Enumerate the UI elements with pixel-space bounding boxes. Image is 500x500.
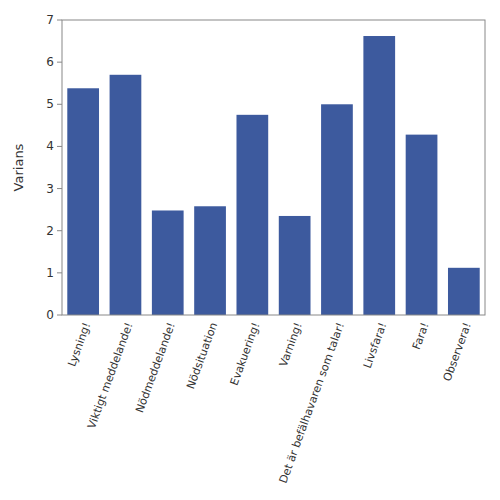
x-tick-label: Livsfara!	[361, 321, 390, 370]
bar: Varning!: 2.35	[279, 216, 311, 315]
bar: Livsfara!: 6.62	[363, 36, 395, 315]
y-tick-label: 3	[46, 182, 54, 196]
x-tick-label: Evakuering!	[228, 321, 263, 387]
x-tick-label: Lysning!	[65, 321, 93, 368]
bar: Det är befälhavaren som talar!: 5	[321, 104, 353, 315]
x-tick-label: Fara!	[410, 321, 432, 352]
y-tick	[57, 20, 62, 21]
y-tick	[57, 272, 62, 273]
y-tick-label: 6	[46, 55, 54, 69]
y-tick-label: 5	[46, 97, 54, 111]
bar: Observera!: 1.12	[448, 268, 480, 315]
y-tick	[57, 62, 62, 63]
chart-container: Lysning!: 5.38 Viktigt meddelande!: 5.7 Nö…	[0, 0, 500, 500]
x-tick-label: Nödsituation	[184, 321, 220, 391]
x-tick-label: Det är befälhavaren som talar!	[277, 321, 347, 485]
y-tick-label: 2	[46, 224, 54, 238]
y-tick	[57, 146, 62, 147]
x-tick-label: Observera!	[441, 321, 474, 383]
y-tick-label: 4	[46, 139, 54, 153]
plot-background	[62, 20, 485, 315]
x-axis: Lysning!Viktigt meddelande!Nödmeddelande…	[65, 321, 474, 485]
x-tick-label: Nödmeddelande!	[133, 321, 178, 415]
x-tick-label: Varning!	[277, 321, 305, 369]
y-tick	[57, 315, 62, 316]
bar: Nödmeddelande!: 2.48	[152, 210, 184, 315]
y-axis-label: Varians	[11, 143, 26, 191]
bar: Fara!: 4.28	[406, 135, 438, 315]
plot-frame	[62, 20, 485, 315]
bars: Lysning!: 5.38 Viktigt meddelande!: 5.7 Nö…	[67, 36, 479, 315]
x-tick-label: Viktigt meddelande!	[85, 321, 136, 431]
y-tick	[57, 188, 62, 189]
bar: Evakuering!: 4.75	[236, 115, 268, 315]
bar: Nödsituation: 2.58	[194, 206, 226, 315]
y-tick-label: 7	[46, 13, 54, 27]
y-tick-label: 1	[46, 266, 54, 280]
y-tick-label: 0	[46, 308, 54, 322]
y-axis: 0 1 2 3 4 5 6 7	[46, 13, 62, 322]
bar: Viktigt meddelande!: 5.7	[110, 75, 142, 315]
y-tick	[57, 104, 62, 105]
bar: Lysning!: 5.38	[67, 88, 99, 315]
chart: Lysning!: 5.38 Viktigt meddelande!: 5.7 Nö…	[0, 0, 500, 500]
y-tick	[57, 230, 62, 231]
